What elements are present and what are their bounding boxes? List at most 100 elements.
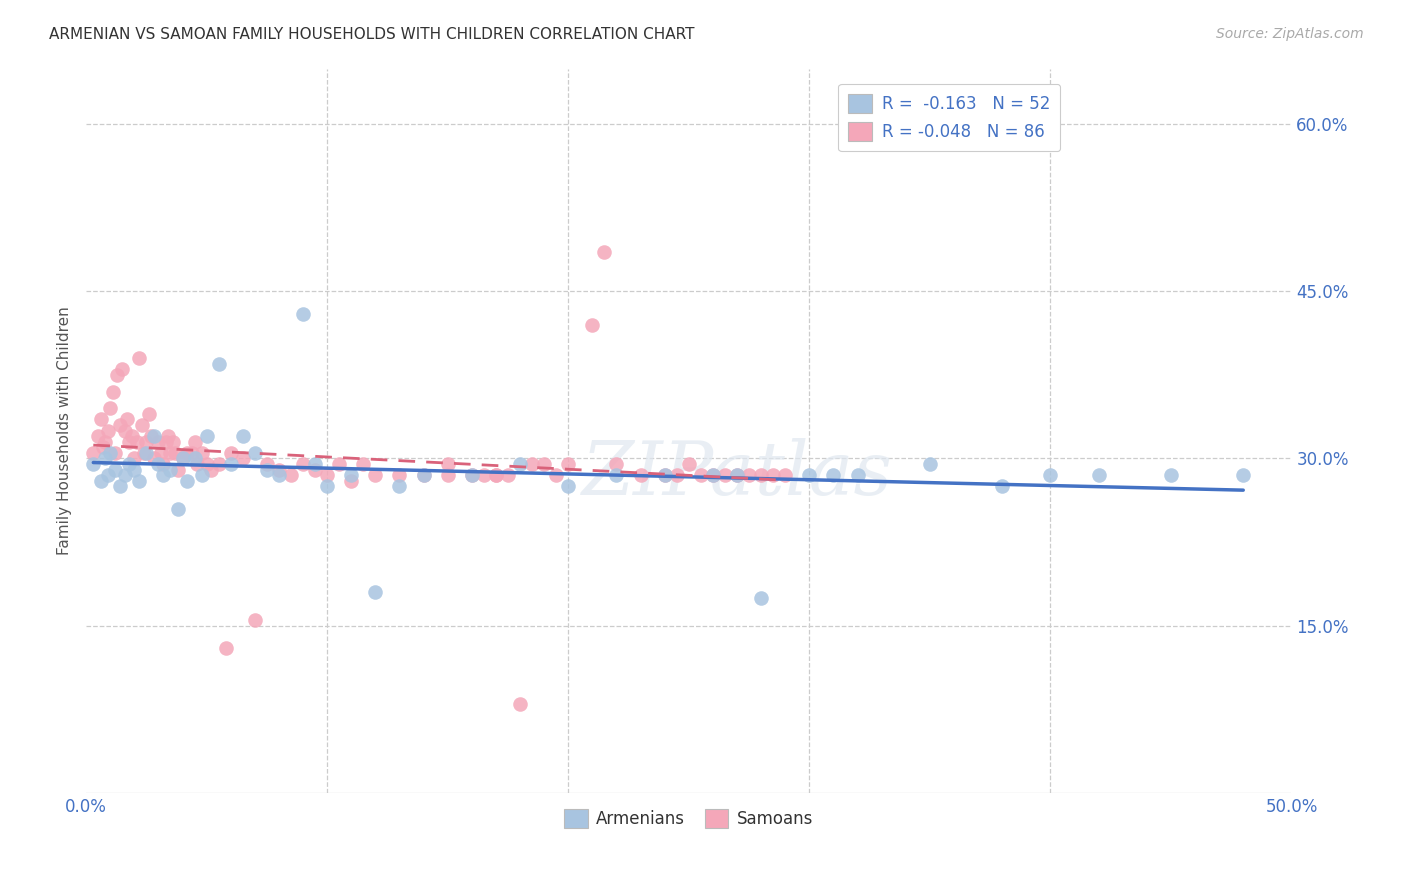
Point bbox=[148, 434, 170, 449]
Point bbox=[183, 451, 205, 466]
Point bbox=[280, 468, 302, 483]
Point bbox=[232, 429, 254, 443]
Point bbox=[823, 468, 845, 483]
Point bbox=[461, 468, 484, 483]
Point bbox=[108, 417, 131, 432]
Point bbox=[546, 468, 568, 483]
Point bbox=[191, 468, 214, 483]
Point bbox=[162, 434, 184, 449]
Point bbox=[87, 429, 110, 443]
Point bbox=[1232, 468, 1254, 483]
Point bbox=[581, 318, 603, 332]
Point bbox=[90, 474, 112, 488]
Point bbox=[267, 468, 290, 483]
Point bbox=[121, 429, 143, 443]
Point bbox=[165, 446, 187, 460]
Point bbox=[172, 451, 194, 466]
Point bbox=[118, 457, 141, 471]
Point bbox=[219, 457, 242, 471]
Point bbox=[749, 591, 772, 605]
Point bbox=[316, 479, 339, 493]
Point bbox=[124, 462, 146, 476]
Point bbox=[125, 434, 148, 449]
Point bbox=[131, 417, 153, 432]
Point bbox=[243, 613, 266, 627]
Point bbox=[111, 362, 134, 376]
Point bbox=[1160, 468, 1182, 483]
Point bbox=[364, 468, 387, 483]
Point bbox=[725, 468, 748, 483]
Point bbox=[388, 468, 411, 483]
Point bbox=[593, 245, 616, 260]
Point bbox=[115, 412, 138, 426]
Point bbox=[114, 424, 136, 438]
Point bbox=[1039, 468, 1062, 483]
Point bbox=[208, 457, 231, 471]
Point bbox=[135, 446, 157, 460]
Point bbox=[472, 468, 495, 483]
Point bbox=[496, 468, 519, 483]
Point bbox=[714, 468, 737, 483]
Point bbox=[557, 479, 579, 493]
Point bbox=[107, 368, 129, 382]
Point bbox=[340, 468, 363, 483]
Point bbox=[215, 640, 238, 655]
Point bbox=[94, 451, 117, 466]
Point bbox=[97, 468, 120, 483]
Point bbox=[200, 462, 222, 476]
Point bbox=[605, 468, 627, 483]
Point bbox=[176, 446, 198, 460]
Point bbox=[846, 468, 869, 483]
Point bbox=[352, 457, 374, 471]
Point bbox=[304, 462, 326, 476]
Text: Source: ZipAtlas.com: Source: ZipAtlas.com bbox=[1216, 27, 1364, 41]
Point bbox=[97, 424, 120, 438]
Point bbox=[918, 457, 941, 471]
Point bbox=[183, 434, 205, 449]
Text: ARMENIAN VS SAMOAN FAMILY HOUSEHOLDS WITH CHILDREN CORRELATION CHART: ARMENIAN VS SAMOAN FAMILY HOUSEHOLDS WIT… bbox=[49, 27, 695, 42]
Point bbox=[149, 446, 172, 460]
Point bbox=[773, 468, 796, 483]
Point bbox=[232, 451, 254, 466]
Point bbox=[172, 451, 194, 466]
Point bbox=[208, 357, 231, 371]
Point bbox=[195, 429, 218, 443]
Point bbox=[157, 429, 180, 443]
Point bbox=[142, 429, 165, 443]
Point bbox=[702, 468, 724, 483]
Point bbox=[689, 468, 711, 483]
Point bbox=[1087, 468, 1109, 483]
Point bbox=[159, 446, 181, 460]
Point bbox=[191, 446, 214, 460]
Point bbox=[328, 457, 350, 471]
Point bbox=[630, 468, 652, 483]
Point bbox=[678, 457, 700, 471]
Point bbox=[155, 434, 177, 449]
Point bbox=[195, 457, 218, 471]
Point bbox=[104, 462, 127, 476]
Point bbox=[725, 468, 748, 483]
Point bbox=[702, 468, 724, 483]
Point bbox=[605, 457, 627, 471]
Point bbox=[412, 468, 434, 483]
Point bbox=[388, 479, 411, 493]
Text: ZIPatlas: ZIPatlas bbox=[582, 438, 893, 510]
Point bbox=[90, 412, 112, 426]
Point bbox=[138, 407, 160, 421]
Point bbox=[91, 440, 114, 454]
Point bbox=[128, 474, 150, 488]
Point bbox=[166, 501, 188, 516]
Point bbox=[142, 451, 165, 466]
Legend: Armenians, Samoans: Armenians, Samoans bbox=[558, 803, 820, 835]
Point bbox=[412, 468, 434, 483]
Point bbox=[520, 457, 543, 471]
Point bbox=[485, 468, 508, 483]
Point bbox=[141, 429, 163, 443]
Point bbox=[98, 446, 121, 460]
Point bbox=[762, 468, 785, 483]
Point bbox=[292, 307, 315, 321]
Point bbox=[304, 457, 326, 471]
Point bbox=[991, 479, 1014, 493]
Point bbox=[485, 468, 508, 483]
Point bbox=[124, 451, 146, 466]
